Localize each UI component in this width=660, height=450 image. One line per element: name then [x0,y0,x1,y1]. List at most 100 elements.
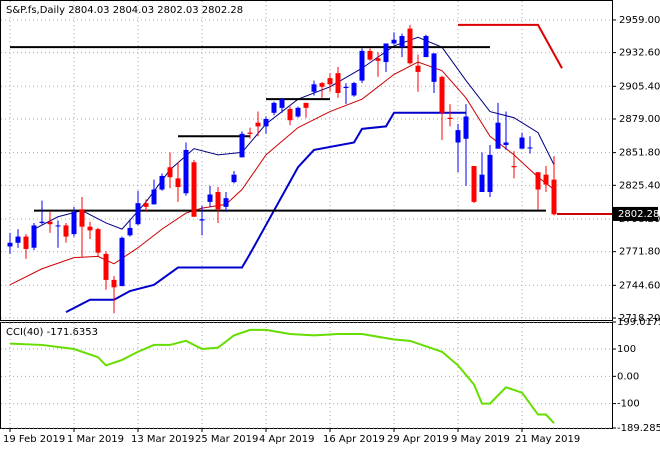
candle-body [247,132,253,134]
y-tick-label: 2771.80 [619,247,660,258]
candle-body [439,76,445,113]
candle-body [167,167,173,178]
candle-body [447,117,453,119]
y-tick-label: -100 [617,399,640,410]
x-tick-label: 13 Mar 2019 [131,434,194,445]
y-tick-label: 2959.00 [619,15,660,26]
candle-body [399,36,405,48]
candle-body [367,50,373,60]
candle-body [183,149,189,194]
candle-body [319,83,325,87]
y-tick-label: 2879.00 [619,114,660,125]
candle-body [543,174,549,185]
x-tick-label: 9 May 2019 [451,434,510,445]
candle-body [127,227,133,236]
candle-body [151,189,157,205]
candle-body [335,73,341,93]
candle-body [159,175,165,190]
candle-body [511,166,517,168]
candle-body [263,118,269,127]
candle-body [15,236,21,243]
candle-body [487,154,493,193]
last-price-label: 2802.28 [618,209,659,220]
x-tick-label: 25 Mar 2019 [195,434,258,445]
candle-body [455,130,461,143]
candle-body [391,39,397,44]
candle-body [255,122,261,127]
candle-body [527,147,533,149]
candle-body [519,137,525,149]
candle-body [431,53,437,82]
candle-body [271,102,277,113]
candle-body [103,253,109,280]
candle-body [111,279,117,288]
candle-body [295,107,301,117]
candle-body [31,225,37,248]
candle-body [175,178,181,188]
x-tick-label: 16 Apr 2019 [323,434,385,445]
overlay-line [9,61,555,286]
y-tick-label: 0.00 [617,371,639,382]
x-tick-label: 21 May 2019 [515,434,580,445]
x-tick-label: 19 Feb 2019 [3,434,65,445]
candle-body [359,50,365,81]
last-price-box [613,206,658,221]
candle-body [551,179,557,215]
candle-body [79,209,85,227]
y-tick-label: 2744.60 [619,280,660,291]
candle-body [223,198,229,207]
x-tick-label: 29 Apr 2019 [387,434,449,445]
candle-body [63,225,69,237]
cci-line [9,328,555,424]
candle-body [87,226,93,231]
indicator-title: CCI(40) -171.6353 [6,327,98,338]
candle-body [95,229,101,253]
candle-body [55,225,61,227]
candle-body [39,221,45,223]
y-tick-label: 199.0175 [617,317,660,328]
candle-body [343,86,349,89]
y-tick-label: 2718.20 [619,313,660,324]
candle-body [535,172,541,190]
candle-body [503,142,509,145]
y-tick-label: 2932.60 [619,48,660,59]
candle-body [471,166,477,202]
y-tick-label: 100 [617,344,636,355]
candle-body [351,83,357,96]
candle-body [239,133,245,158]
candle-body [7,242,13,247]
candle-body [327,78,333,85]
candle-body [47,221,53,225]
y-tick-label: -189.2855 [617,423,660,434]
candle-body [23,236,29,249]
candle-body [383,43,389,63]
candle-body [287,109,293,121]
chart-title: S&P.fs,Daily 2804.03 2804.03 2802.03 280… [6,5,243,16]
y-tick-label: 2825.40 [619,180,660,191]
candle-body [143,203,149,207]
candle-body [303,102,309,108]
candle-body [463,116,469,139]
overlay-line [65,111,466,313]
candle-body [279,99,285,108]
candle-body [207,194,213,202]
price-panel [0,0,613,321]
candle-body [231,174,237,183]
candle-body [407,28,413,64]
candle-body [119,237,125,287]
candle-body [199,219,205,221]
candle-body [423,36,429,58]
candle-body [479,174,485,193]
candle-body [311,84,317,92]
candle-body [415,65,421,72]
y-tick-label: 2851.80 [619,148,660,159]
candle-body [71,211,77,235]
x-tick-label: 4 Apr 2019 [259,434,314,445]
candle-body [215,192,221,210]
candle-body [375,58,381,61]
candle-body [191,162,197,217]
candle-body [135,203,141,225]
cci-panel [0,322,613,429]
